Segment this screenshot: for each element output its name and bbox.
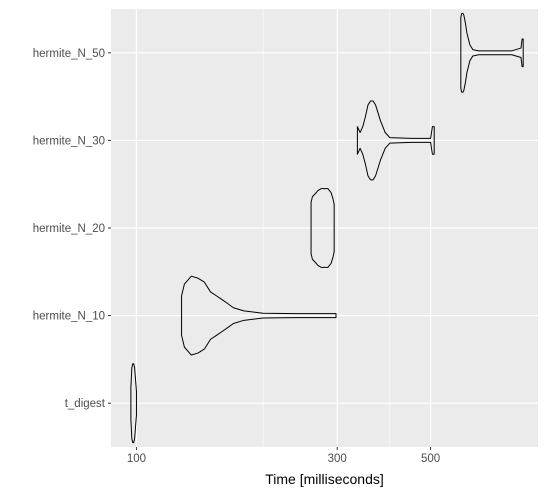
violin-hermite_N_20 — [310, 188, 335, 268]
x-tick-label: 100 — [127, 453, 146, 465]
x-tick-label: 500 — [421, 453, 440, 465]
violin-hermite_N_50 — [460, 12, 524, 93]
violin-hermite_N_10 — [181, 275, 337, 356]
x-tick-label: 300 — [328, 453, 347, 465]
violin-hermite_N_30 — [356, 100, 435, 181]
violins — [130, 12, 524, 444]
x-axis-title: Time [milliseconds] — [265, 471, 384, 487]
y-tick-label: t_digest — [65, 398, 106, 410]
y-tick-label: hermite_N_20 — [33, 223, 105, 235]
major-gridlines — [111, 9, 538, 447]
x-axis: 100 300 500 — [127, 447, 440, 465]
violin-t_digest — [130, 363, 137, 444]
y-tick-label: hermite_N_50 — [33, 48, 105, 60]
y-axis: t_digest hermite_N_10 hermite_N_20 hermite_… — [33, 48, 111, 410]
y-tick-label: hermite_N_30 — [33, 135, 105, 147]
y-tick-label: hermite_N_10 — [33, 311, 105, 323]
